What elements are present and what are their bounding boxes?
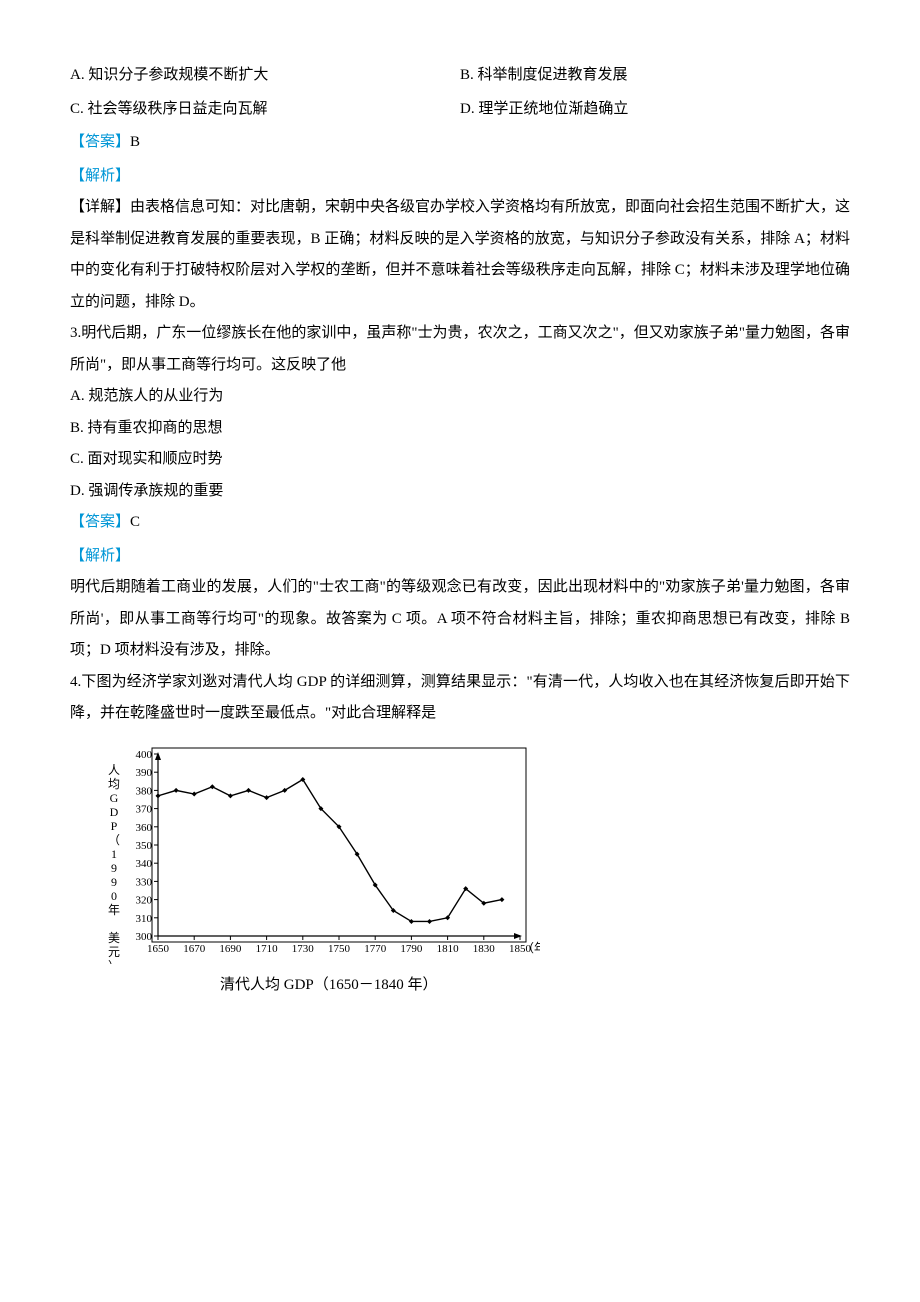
svg-text:1790: 1790 <box>400 943 423 955</box>
q3-answer-value: C <box>130 514 140 530</box>
q2-options-row-2: C. 社会等级秩序日益走向瓦解 D. 理学正统地位渐趋确立 <box>70 94 850 126</box>
svg-text:人: 人 <box>108 763 120 777</box>
q2-answer: 【答案】B <box>70 127 850 159</box>
svg-text:1750: 1750 <box>328 943 351 955</box>
svg-text:（年份）: （年份） <box>522 941 540 955</box>
q2-option-a: A. 知识分子参政规模不断扩大 <box>70 67 268 83</box>
svg-text:P: P <box>111 819 118 833</box>
svg-text:1770: 1770 <box>364 943 387 955</box>
q3-option-d: D. 强调传承族规的重要 <box>70 476 850 508</box>
q2-options-row-1: A. 知识分子参政规模不断扩大 B. 科举制度促进教育发展 <box>70 60 850 92</box>
svg-text:390: 390 <box>136 767 153 779</box>
svg-text:1730: 1730 <box>292 943 315 955</box>
svg-text:D: D <box>110 805 119 819</box>
svg-text:1810: 1810 <box>437 943 460 955</box>
q3-option-c: C. 面对现实和顺应时势 <box>70 444 850 476</box>
svg-text:320: 320 <box>136 894 153 906</box>
q4-stem: 4.下图为经济学家刘逖对清代人均 GDP 的详细测算，测算结果显示："有清一代，… <box>70 667 850 730</box>
svg-text:G: G <box>110 791 119 805</box>
svg-text:9: 9 <box>111 875 117 889</box>
q3-detail: 明代后期随着工商业的发展，人们的"士农工商"的等级观念已有改变，因此出现材料中的… <box>70 572 850 667</box>
svg-text:年: 年 <box>108 903 120 917</box>
svg-text:1670: 1670 <box>183 943 206 955</box>
q3-option-a: A. 规范族人的从业行为 <box>70 381 850 413</box>
svg-text:1710: 1710 <box>256 943 279 955</box>
q2-option-b: B. 科举制度促进教育发展 <box>460 67 628 83</box>
answer-label: 【答案】 <box>70 514 130 530</box>
svg-text:300: 300 <box>136 931 153 943</box>
svg-text:美: 美 <box>108 931 120 945</box>
svg-text:330: 330 <box>136 876 153 888</box>
svg-text:370: 370 <box>136 803 153 815</box>
answer-label: 【答案】 <box>70 134 130 150</box>
q2-jiexi-label: 【解析】 <box>70 161 850 193</box>
svg-text:360: 360 <box>136 821 153 833</box>
svg-text:）: ） <box>108 959 120 964</box>
svg-text:（: （ <box>108 833 120 847</box>
q4-chart-svg: 300 310 320 330 340 350 360 370 380 390 400 1650 167… <box>100 744 540 964</box>
svg-text:350: 350 <box>136 840 153 852</box>
q2-option-c: C. 社会等级秩序日益走向瓦解 <box>70 101 268 117</box>
q3-stem: 3.明代后期，广东一位缪族长在他的家训中，虽声称"士为贵，农次之，工商又次之"，… <box>70 318 850 381</box>
svg-text:1690: 1690 <box>219 943 242 955</box>
svg-text:1: 1 <box>111 847 117 861</box>
q4-chart: 300 310 320 330 340 350 360 370 380 390 400 1650 167… <box>100 744 850 964</box>
svg-text:0: 0 <box>111 889 117 903</box>
svg-text:340: 340 <box>136 858 153 870</box>
q2-answer-value: B <box>130 134 140 150</box>
svg-text:均: 均 <box>108 777 120 791</box>
svg-text:400: 400 <box>136 749 153 761</box>
q3-jiexi-label: 【解析】 <box>70 541 850 573</box>
svg-text:310: 310 <box>136 912 153 924</box>
q2-option-d: D. 理学正统地位渐趋确立 <box>460 101 628 117</box>
svg-text:9: 9 <box>111 861 117 875</box>
q2-detail: 【详解】由表格信息可知：对比唐朝，宋朝中央各级官办学校入学资格均有所放宽，即面向… <box>70 192 850 318</box>
q4-chart-caption: 清代人均 GDP（1650－1840 年） <box>220 970 850 1002</box>
svg-text:元: 元 <box>108 945 120 959</box>
svg-text:1830: 1830 <box>473 943 496 955</box>
q3-options: A. 规范族人的从业行为 B. 持有重农抑商的思想 C. 面对现实和顺应时势 D… <box>70 381 850 507</box>
q3-answer: 【答案】C <box>70 507 850 539</box>
q3-option-b: B. 持有重农抑商的思想 <box>70 413 850 445</box>
svg-text:380: 380 <box>136 785 153 797</box>
svg-text:1650: 1650 <box>147 943 170 955</box>
